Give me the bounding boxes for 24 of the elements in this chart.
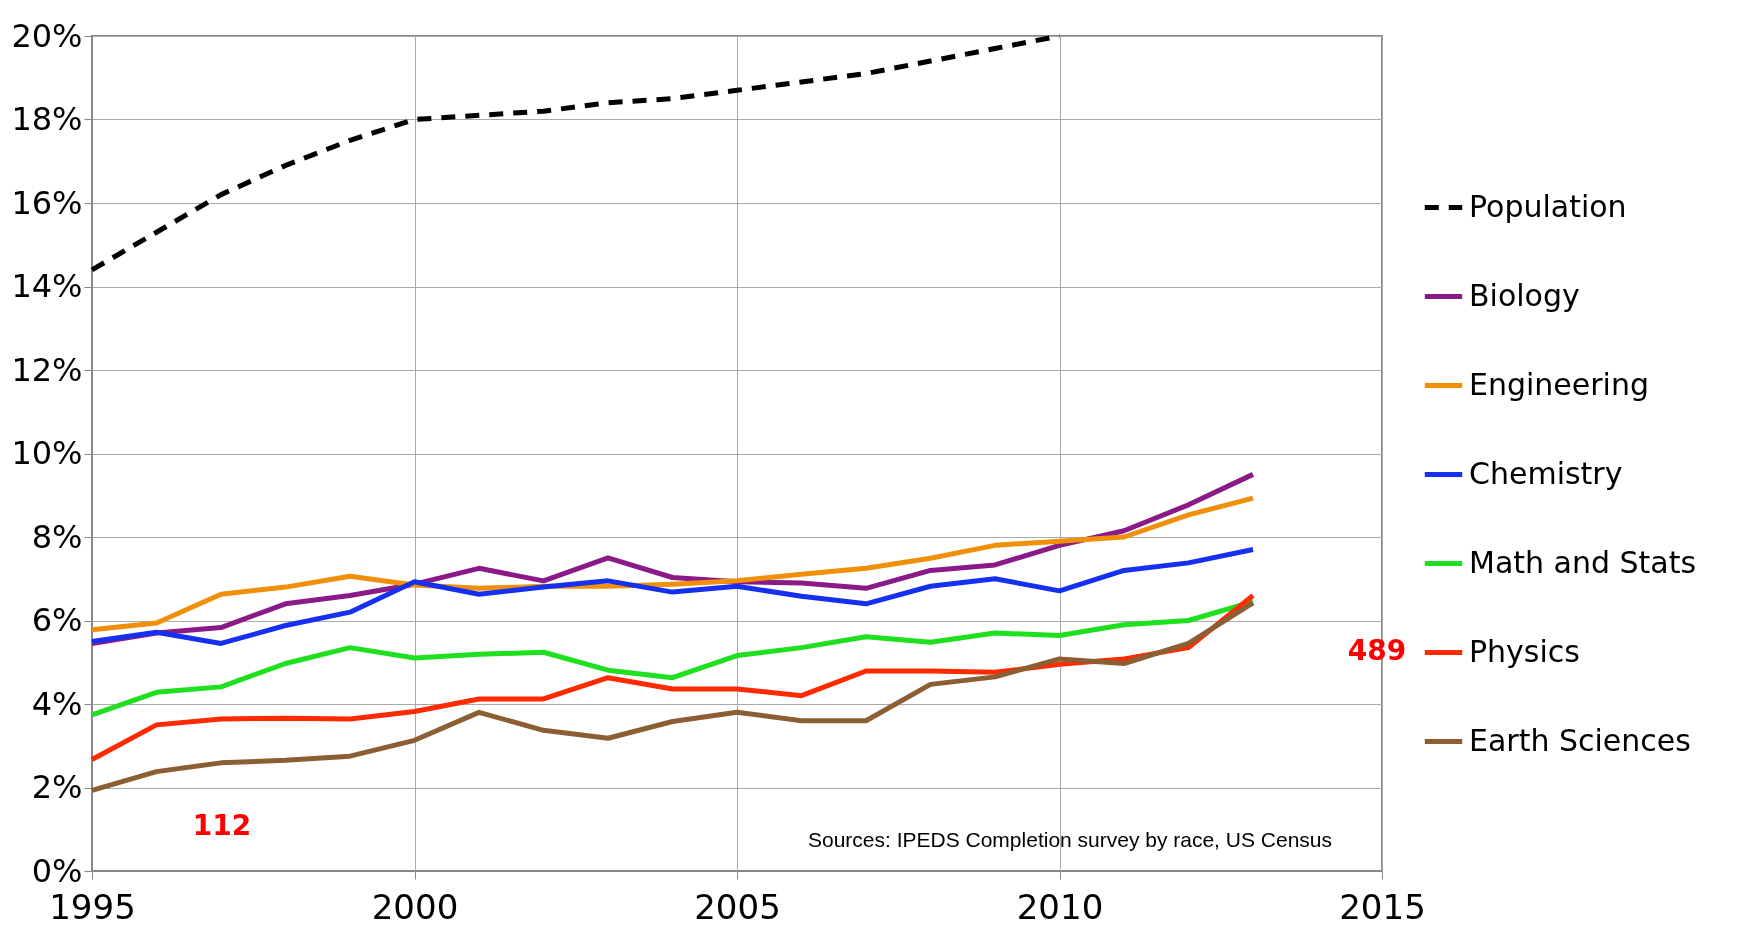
- y-tick-label: 2%: [31, 768, 83, 806]
- annotation: 489: [1347, 634, 1407, 667]
- y-tick-label: 16%: [11, 183, 83, 222]
- legend-label: Biology: [1469, 277, 1580, 313]
- legend-label: Earth Sciences: [1469, 722, 1691, 758]
- legend-label: Engineering: [1469, 366, 1649, 402]
- y-tick-label: 12%: [11, 350, 83, 389]
- legend-label: Chemistry: [1469, 455, 1623, 491]
- y-tick-label: 10%: [11, 434, 83, 472]
- y-tick-label: 6%: [31, 601, 83, 639]
- y-tick-label: 20%: [11, 16, 83, 55]
- y-tick-label: 4%: [31, 684, 83, 723]
- x-tick-label: 2015: [1339, 886, 1426, 927]
- y-tick-label: 14%: [11, 267, 83, 305]
- x-tick-label: 2000: [371, 886, 459, 927]
- legend-label: Math and Stats: [1469, 544, 1697, 580]
- annotation: 112: [192, 809, 252, 842]
- legend-label: Physics: [1469, 633, 1580, 669]
- x-tick-label: 2010: [1016, 886, 1104, 927]
- y-tick-label: 18%: [11, 100, 83, 138]
- legend-label: Population: [1469, 188, 1627, 224]
- annotation: Sources: IPEDS Completion survey by race, US Census: [807, 828, 1332, 851]
- y-tick-label: 8%: [31, 517, 83, 556]
- x-tick-label: 2005: [694, 886, 781, 927]
